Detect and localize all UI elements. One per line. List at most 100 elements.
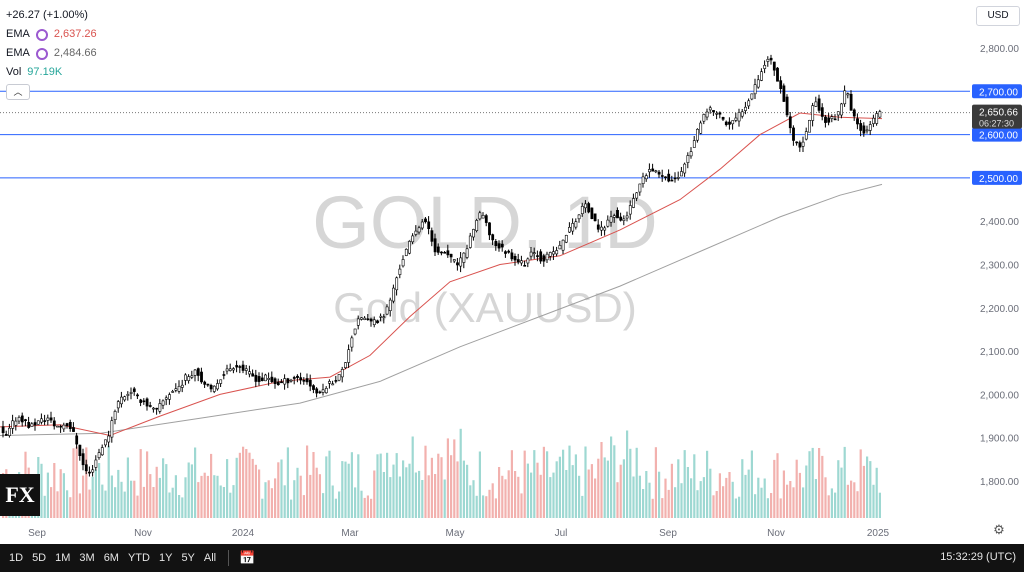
chevron-up-icon[interactable]: ︿ [6, 84, 30, 100]
candle-body [811, 105, 815, 121]
candle-body [254, 374, 258, 382]
candle-body [193, 369, 197, 376]
candle-body [216, 383, 219, 390]
candle-body [820, 107, 824, 117]
volume-bar [578, 475, 581, 518]
candle-body [638, 183, 642, 193]
price-change: +26.27 (+1.00%) [6, 9, 88, 21]
timeframe-1d[interactable]: 1D [9, 552, 24, 564]
volume-bar [139, 449, 142, 518]
x-tick-label: Sep [659, 528, 677, 539]
volume-bar [59, 469, 62, 518]
volume-bar [485, 496, 488, 518]
candle-body [632, 198, 635, 208]
candle-body [817, 98, 821, 111]
candle-body [676, 177, 680, 179]
volume-bar [683, 450, 686, 518]
volume-bar [536, 462, 539, 518]
volume-bar [338, 491, 341, 518]
volume-bar [805, 465, 808, 518]
volume-bar [302, 495, 305, 518]
volume-bar [270, 488, 273, 518]
candle-body [808, 120, 811, 133]
timeframe-6m[interactable]: 6M [103, 552, 119, 564]
watermark-name: Gold (XAUUSD) [333, 284, 636, 331]
volume-bar [389, 477, 392, 518]
candle-body [142, 400, 146, 403]
volume-bar [130, 480, 133, 518]
volume-bar [133, 480, 136, 518]
volume-bar [731, 481, 734, 518]
candle-body [532, 252, 536, 254]
volume-bar [382, 472, 385, 518]
candle-body [190, 375, 194, 378]
candle-body [347, 349, 351, 363]
candle-body [571, 223, 575, 232]
volume-bar [315, 467, 318, 518]
candle-body [72, 427, 75, 432]
candle-body [411, 235, 415, 243]
timeframe-5d[interactable]: 5D [32, 552, 47, 564]
candle-body [667, 173, 671, 182]
candle-body [203, 381, 207, 385]
timeframe-1m[interactable]: 1M [55, 552, 71, 564]
candle-body [152, 407, 155, 410]
volume-bar [862, 465, 865, 518]
candle-body [315, 388, 319, 394]
volume-bar [126, 457, 129, 518]
volume-bar [430, 457, 433, 518]
candle-body [257, 376, 261, 382]
candle-body [747, 100, 751, 107]
gear-icon[interactable]: ⚙ [993, 522, 1005, 537]
candle-body [491, 234, 495, 241]
candle-body [385, 306, 389, 315]
candle-body [196, 368, 200, 376]
timeframe-all[interactable]: All [203, 552, 217, 564]
volume-bar [635, 447, 638, 518]
volume-bar [766, 498, 769, 518]
candle-body [603, 227, 607, 231]
volume-bar [494, 498, 497, 518]
candle-body [836, 111, 840, 116]
volume-bar [747, 469, 750, 518]
volume-bar [709, 468, 712, 518]
candle-body [414, 230, 418, 235]
y-tick-label: 2,100.00 [980, 347, 1019, 358]
candle-body [318, 391, 322, 394]
candle-body [116, 401, 120, 409]
volume-bar [661, 498, 664, 518]
calendar-icon[interactable]: 📅 [239, 550, 256, 565]
volume-bar [843, 446, 846, 518]
ema-settings-icon[interactable] [35, 28, 48, 41]
candle-body [785, 96, 789, 116]
candle-body [129, 392, 133, 394]
timeframe-3m[interactable]: 3M [79, 552, 95, 564]
candle-body [763, 65, 767, 69]
candle-body [81, 453, 85, 466]
timeframe-5y[interactable]: 5Y [181, 552, 195, 564]
candle-body [600, 226, 603, 231]
candle-body [683, 163, 687, 174]
volume-bar [680, 483, 683, 518]
ema-settings-icon[interactable] [35, 47, 48, 60]
candle-body [110, 420, 114, 438]
candle-body [523, 264, 527, 267]
candle-body [878, 111, 882, 118]
candle-body [702, 114, 706, 122]
volume-bar [283, 485, 286, 518]
volume-bar [267, 480, 270, 518]
timeframe-1y[interactable]: 1Y [158, 552, 173, 564]
volume-bar [136, 495, 139, 518]
currency-select[interactable]: USD [976, 6, 1020, 26]
candle-body [56, 425, 59, 428]
x-tick-label: Jul [555, 528, 568, 539]
candle-body [580, 206, 584, 215]
candle-body [312, 385, 315, 390]
candle-body [718, 112, 722, 115]
y-tick-label: 2,400.00 [980, 217, 1019, 228]
timeframe-ytd[interactable]: YTD [127, 552, 150, 564]
volume-bar [168, 492, 171, 518]
candle-body [657, 171, 661, 175]
candle-body [744, 106, 747, 111]
